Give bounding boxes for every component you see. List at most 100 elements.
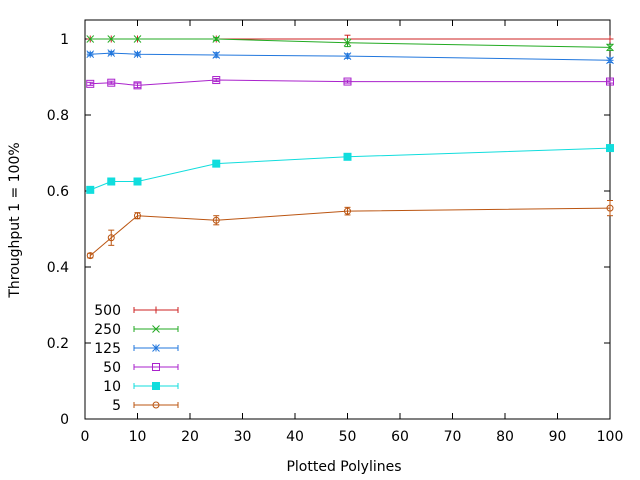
- marker-stroke: [212, 51, 221, 59]
- x-tick-label: 10: [129, 429, 147, 445]
- marker-shape: [343, 152, 352, 161]
- data-point: [606, 35, 614, 43]
- marker-shape: [134, 212, 141, 220]
- marker-stroke: [152, 344, 160, 352]
- data-point: [344, 207, 351, 215]
- x-tick-label: 0: [81, 429, 90, 445]
- data-point: [212, 76, 221, 85]
- data-point: [86, 252, 94, 260]
- x-tick-label: 60: [391, 429, 409, 445]
- data-point: [152, 382, 160, 390]
- data-point: [212, 216, 220, 224]
- data-point: [86, 50, 95, 59]
- marker-shape: [212, 76, 221, 85]
- marker-shape: [343, 77, 352, 86]
- data-point: [606, 204, 614, 212]
- marker-shape: [86, 79, 95, 88]
- marker-shape: [152, 401, 160, 409]
- x-tick-label: 50: [339, 429, 357, 445]
- data-point: [343, 77, 352, 86]
- legend-label: 50: [103, 360, 121, 376]
- y-tick-label: 0.8: [47, 108, 69, 124]
- marker-stroke: [606, 43, 614, 52]
- data-point: [606, 77, 614, 86]
- y-tick-label: 0: [60, 412, 69, 428]
- data-point: [86, 35, 95, 43]
- data-point: [107, 35, 116, 43]
- marker-stroke: [107, 35, 116, 43]
- y-tick-label: 0.4: [47, 260, 69, 276]
- data-point: [86, 185, 95, 194]
- marker-shape: [152, 382, 160, 390]
- marker-shape: [133, 81, 142, 90]
- data-point: [134, 212, 141, 220]
- data-point: [107, 78, 116, 87]
- marker-shape: [107, 78, 116, 87]
- marker-shape: [212, 216, 220, 224]
- data-point: [107, 177, 116, 186]
- x-tick-label: 90: [549, 429, 567, 445]
- legend-label: 125: [94, 341, 121, 357]
- data-point: [343, 38, 352, 47]
- marker-stroke: [86, 35, 95, 43]
- marker-shape: [107, 234, 115, 242]
- marker-stroke: [133, 50, 142, 59]
- marker-shape: [606, 144, 614, 153]
- series-250: [86, 35, 614, 52]
- marker-stroke: [152, 325, 160, 333]
- data-point: [133, 50, 142, 59]
- x-tick-label: 20: [181, 429, 199, 445]
- y-tick-label: 0.6: [47, 184, 69, 200]
- x-tick-label: 30: [234, 429, 252, 445]
- data-point: [212, 159, 221, 168]
- marker-shape: [107, 177, 116, 186]
- axis-ticks: 0 10 20 30 40 50 60 70 80 90 100 0 0.2 0.4 0.6 0.8 1: [47, 20, 624, 445]
- data-point: [133, 177, 142, 186]
- data-point: [152, 363, 160, 371]
- data-point: [107, 234, 115, 242]
- series-layer: [86, 34, 614, 260]
- x-tick-label: 70: [444, 429, 462, 445]
- data-point: [606, 144, 614, 153]
- y-axis-label: Throughput 1 = 100%: [7, 142, 23, 298]
- marker-stroke: [212, 35, 221, 43]
- data-point: [107, 49, 116, 57]
- marker-stroke: [107, 49, 116, 57]
- marker-shape: [86, 252, 94, 260]
- x-tick-label: 40: [286, 429, 304, 445]
- y-tick-label: 1: [60, 32, 69, 48]
- marker-shape: [133, 177, 142, 186]
- legend-label: 250: [94, 322, 121, 338]
- data-point: [133, 35, 142, 43]
- marker-shape: [152, 363, 160, 371]
- x-tick-label: 100: [597, 429, 624, 445]
- data-point: [86, 79, 95, 88]
- series-line: [90, 38, 611, 48]
- data-point: [152, 325, 160, 333]
- legend-label: 5: [112, 398, 121, 414]
- data-point: [212, 35, 221, 43]
- marker-stroke: [86, 50, 95, 59]
- data-point: [152, 401, 160, 409]
- data-point: [343, 152, 352, 161]
- data-point: [343, 52, 352, 60]
- x-tick-label: 80: [496, 429, 514, 445]
- legend-label: 10: [103, 379, 121, 395]
- data-point: [606, 56, 614, 65]
- data-point: [212, 51, 221, 59]
- marker-stroke: [606, 56, 614, 65]
- data-point: [606, 43, 614, 52]
- data-point: [152, 306, 160, 314]
- marker-shape: [212, 159, 221, 168]
- marker-stroke: [133, 35, 142, 43]
- legend-label: 500: [94, 303, 121, 319]
- legend: 500 250 125 50 10 5: [94, 303, 179, 414]
- series-125: [86, 49, 614, 65]
- data-point: [133, 81, 142, 90]
- series-line: [89, 207, 611, 256]
- marker-shape: [344, 207, 351, 215]
- series-50: [86, 76, 614, 90]
- x-axis-label: Plotted Polylines: [286, 459, 401, 475]
- series-10: [86, 144, 614, 194]
